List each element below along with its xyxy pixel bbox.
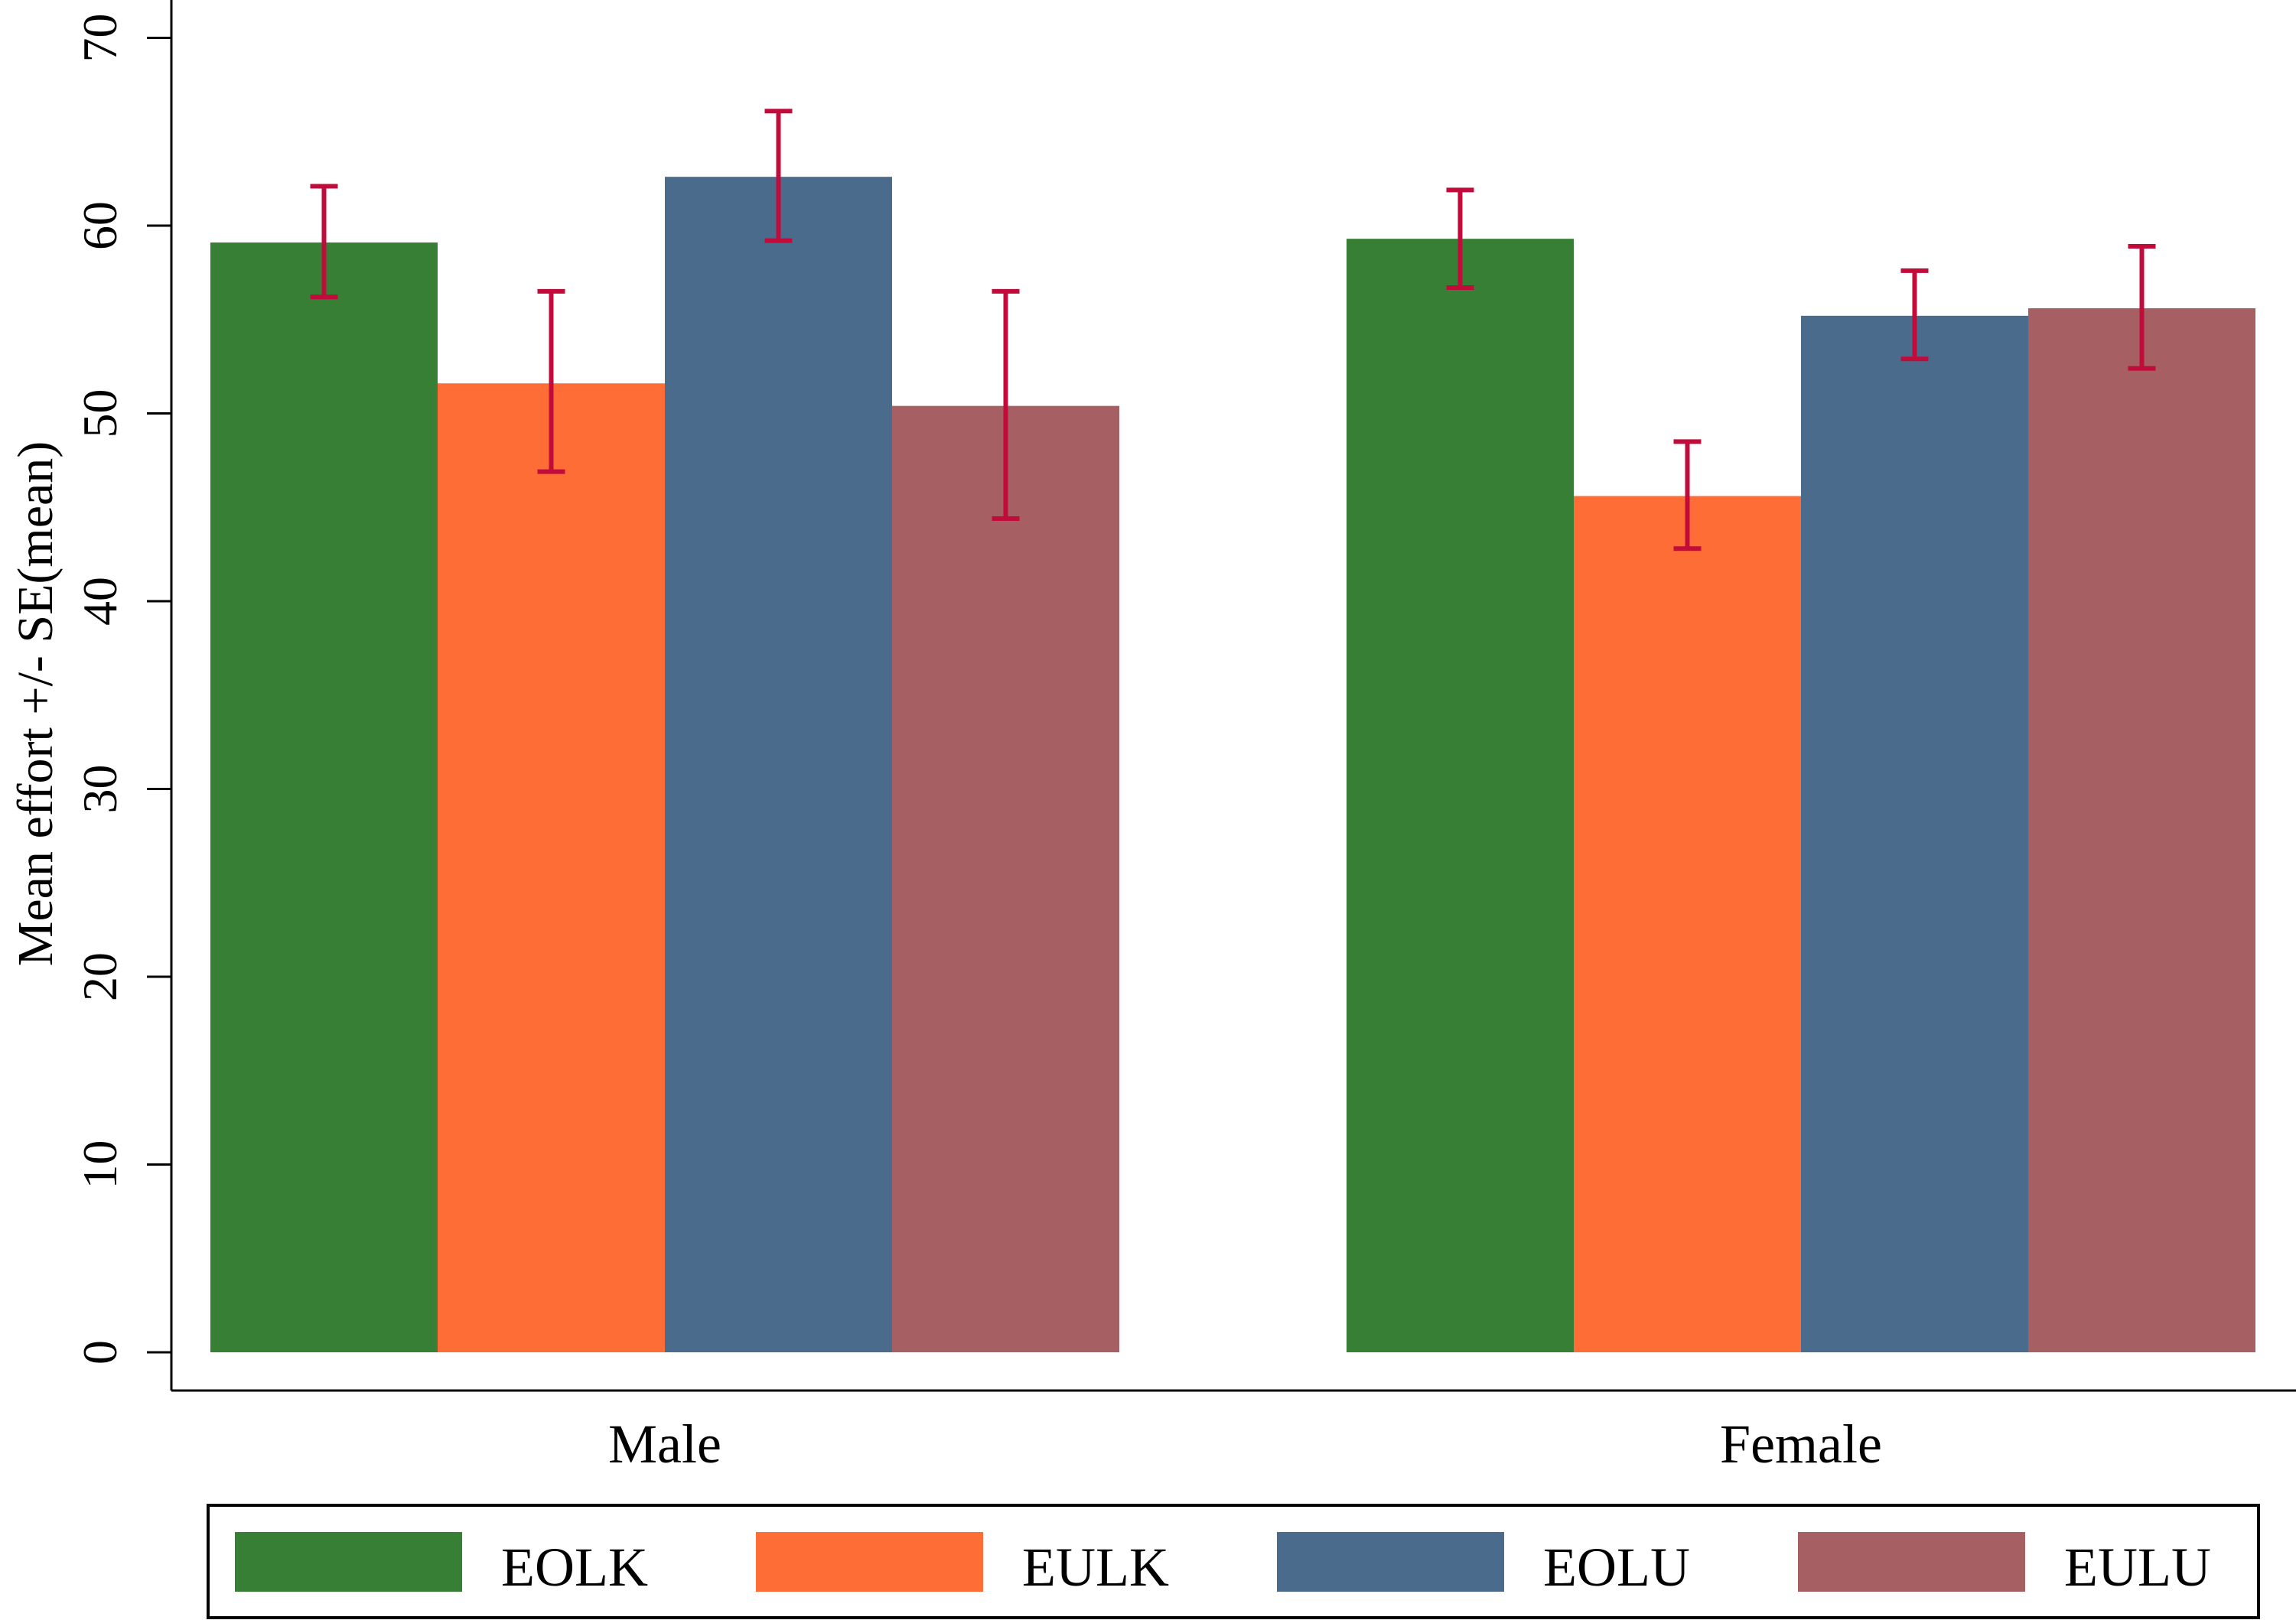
error-bar-eolu-female bbox=[1900, 268, 1929, 362]
legend: EOLK EULK EOLU EULU bbox=[207, 1504, 2260, 1619]
legend-swatch-eulk bbox=[756, 1532, 983, 1592]
bar-eolk-male bbox=[210, 242, 438, 1353]
y-tick-label: 0 bbox=[73, 1340, 127, 1365]
y-tick-label: 20 bbox=[73, 952, 127, 1001]
error-bar-eolu-male bbox=[764, 109, 793, 243]
error-bar-eolk-male bbox=[310, 184, 338, 300]
y-axis-title: Mean effort +/- SE(mean) bbox=[8, 441, 64, 967]
error-bar-eulu-female bbox=[2128, 244, 2156, 371]
category-labels-group: Male Female bbox=[608, 1413, 1882, 1475]
error-bar-eulk-male bbox=[537, 288, 565, 474]
bar-eolk-female bbox=[1347, 239, 1574, 1352]
bar-eulk-female bbox=[1574, 496, 1801, 1352]
legend-box bbox=[207, 1504, 2260, 1619]
error-bar-eolk-female bbox=[1446, 187, 1474, 291]
bar-eolu-male bbox=[665, 177, 892, 1352]
chart-axes: 0 10 20 30 40 50 60 70 bbox=[73, 0, 2296, 1392]
legend-label-eulu: EULU bbox=[2064, 1537, 2211, 1598]
bars-group bbox=[210, 177, 2255, 1353]
y-tick-label: 60 bbox=[73, 201, 127, 250]
y-tick-label: 70 bbox=[73, 14, 127, 63]
y-tick-label: 30 bbox=[73, 765, 127, 814]
legend-swatch-eulu bbox=[1798, 1532, 2025, 1592]
legend-swatch-eolk bbox=[235, 1532, 462, 1592]
bar-eulu-male bbox=[892, 405, 1119, 1353]
y-tick-label: 10 bbox=[73, 1140, 127, 1189]
error-bars-group bbox=[310, 109, 2156, 551]
category-label-female: Female bbox=[1720, 1413, 1882, 1475]
y-tick-label: 40 bbox=[73, 577, 127, 626]
bar-eulu-female bbox=[2028, 308, 2255, 1352]
legend-label-eolu: EOLU bbox=[1543, 1537, 1690, 1598]
legend-label-eulk: EULK bbox=[1022, 1537, 1169, 1598]
bar-eolu-female bbox=[1801, 315, 2028, 1353]
error-bar-eulk-female bbox=[1673, 439, 1702, 551]
y-tick-label: 50 bbox=[73, 389, 127, 438]
legend-swatch-eolu bbox=[1277, 1532, 1504, 1592]
legend-label-eolk: EOLK bbox=[501, 1537, 648, 1598]
category-label-male: Male bbox=[608, 1413, 721, 1475]
bar-eulk-male bbox=[438, 383, 665, 1353]
error-bar-eulu-male bbox=[992, 288, 1020, 521]
